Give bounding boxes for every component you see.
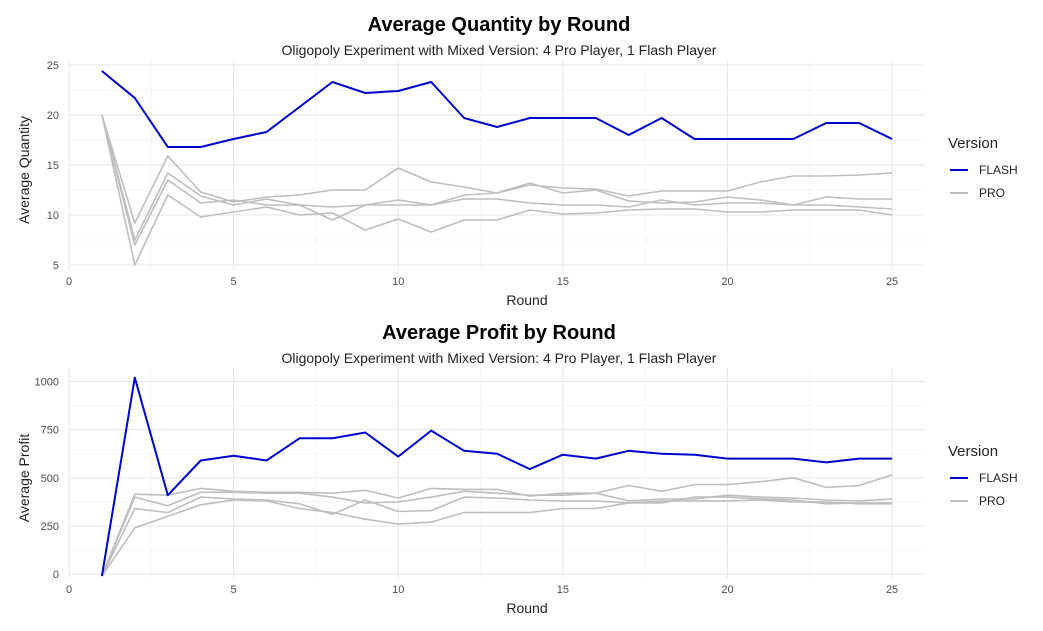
y-tick-label: 750: [41, 425, 59, 437]
series-group: [101, 70, 893, 266]
chart-subtitle: Oligopoly Experiment with Mixed Version:…: [282, 42, 717, 58]
series-line-pro: [101, 114, 893, 246]
legend-title: Version: [948, 443, 998, 460]
x-axis-label: Round: [506, 600, 547, 616]
chart-panel-2: Average Profit by Round Oligopoly Experim…: [16, 322, 1018, 616]
x-tick-label: 15: [557, 276, 569, 288]
y-tick-label: 500: [41, 473, 59, 485]
y-tick-label: 25: [47, 60, 59, 72]
x-tick-label: 20: [721, 584, 733, 596]
x-tick-label: 20: [721, 276, 733, 288]
y-axis-label: Average Profit: [16, 434, 32, 523]
y-tick-label: 1000: [35, 376, 59, 388]
chart-title: Average Quantity by Round: [368, 14, 631, 36]
series-line-pro: [101, 114, 893, 266]
grid: [68, 368, 925, 578]
y-axis-label: Average Quantity: [16, 116, 32, 224]
series-line-pro: [101, 496, 893, 577]
y-tick-label: 15: [47, 160, 59, 172]
y-tick-label: 20: [47, 110, 59, 122]
y-tick-label: 5: [53, 260, 59, 272]
x-tick-label: 10: [392, 584, 404, 596]
x-tick-label: 5: [231, 584, 237, 596]
legend-title: Version: [948, 135, 998, 152]
series-line-flash: [101, 70, 893, 148]
legend: Version FLASH PRO: [948, 443, 1018, 508]
x-tick-label: 0: [66, 276, 72, 288]
legend-label-flash: FLASH: [979, 471, 1018, 485]
legend-label-pro: PRO: [979, 186, 1005, 200]
x-tick-label: 0: [66, 584, 72, 596]
grid: [68, 60, 925, 270]
x-tick-label: 25: [886, 276, 898, 288]
legend-label-flash: FLASH: [979, 163, 1018, 177]
series-line-pro: [101, 114, 893, 224]
legend: Version FLASH PRO: [948, 135, 1018, 200]
x-tick-label: 25: [886, 584, 898, 596]
series-line-flash: [100, 376, 893, 577]
series-line-pro: [101, 474, 893, 577]
legend-label-pro: PRO: [979, 494, 1005, 508]
series-group: [100, 376, 893, 577]
chart-title: Average Profit by Round: [382, 322, 616, 344]
series-line-pro: [101, 490, 893, 577]
y-tick-label: 10: [47, 210, 59, 222]
y-tick-label: 250: [41, 521, 59, 533]
chart-panel-1: Average Quantity by Round Oligopoly Exper…: [16, 14, 1018, 308]
series-line-pro: [101, 496, 893, 577]
chart-subtitle: Oligopoly Experiment with Mixed Version:…: [282, 350, 717, 366]
y-tick-label: 0: [53, 569, 59, 581]
x-axis-label: Round: [506, 292, 547, 308]
x-tick-label: 15: [557, 584, 569, 596]
series-line-pro: [101, 114, 893, 241]
x-tick-label: 5: [231, 276, 237, 288]
x-tick-label: 10: [392, 276, 404, 288]
